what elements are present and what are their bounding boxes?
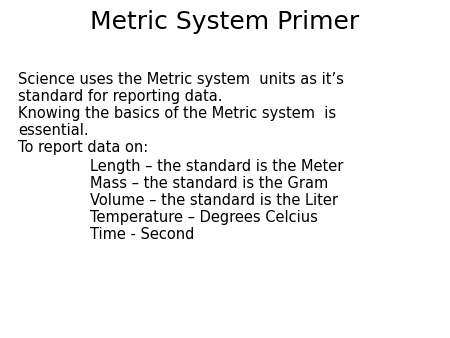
Text: essential.: essential. — [18, 123, 89, 138]
Text: Temperature – Degrees Celcius: Temperature – Degrees Celcius — [90, 210, 318, 225]
Text: standard for reporting data.: standard for reporting data. — [18, 89, 222, 104]
Text: Metric System Primer: Metric System Primer — [90, 10, 360, 34]
Text: To report data on:: To report data on: — [18, 140, 148, 155]
Text: Mass – the standard is the Gram: Mass – the standard is the Gram — [90, 176, 328, 191]
Text: Time - Second: Time - Second — [90, 227, 194, 242]
Text: Knowing the basics of the Metric system  is: Knowing the basics of the Metric system … — [18, 106, 336, 121]
Text: Length – the standard is the Meter: Length – the standard is the Meter — [90, 159, 343, 174]
Text: Science uses the Metric system  units as it’s: Science uses the Metric system units as … — [18, 72, 344, 87]
Text: Volume – the standard is the Liter: Volume – the standard is the Liter — [90, 193, 338, 208]
